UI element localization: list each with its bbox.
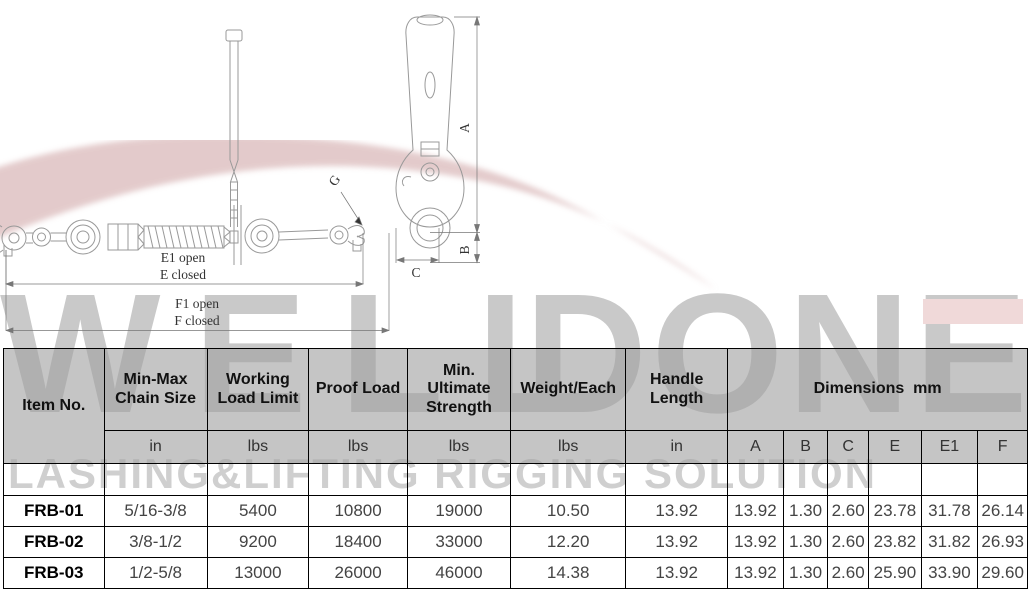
svg-text:B: B — [457, 245, 472, 254]
svg-text:A: A — [457, 123, 472, 133]
svg-text:F closed: F closed — [174, 313, 220, 328]
svg-text:F1 open: F1 open — [175, 296, 219, 311]
svg-text:C: C — [411, 265, 420, 280]
svg-text:G: G — [325, 172, 343, 189]
svg-text:E1 open: E1 open — [161, 250, 206, 265]
svg-text:E closed: E closed — [160, 267, 206, 282]
